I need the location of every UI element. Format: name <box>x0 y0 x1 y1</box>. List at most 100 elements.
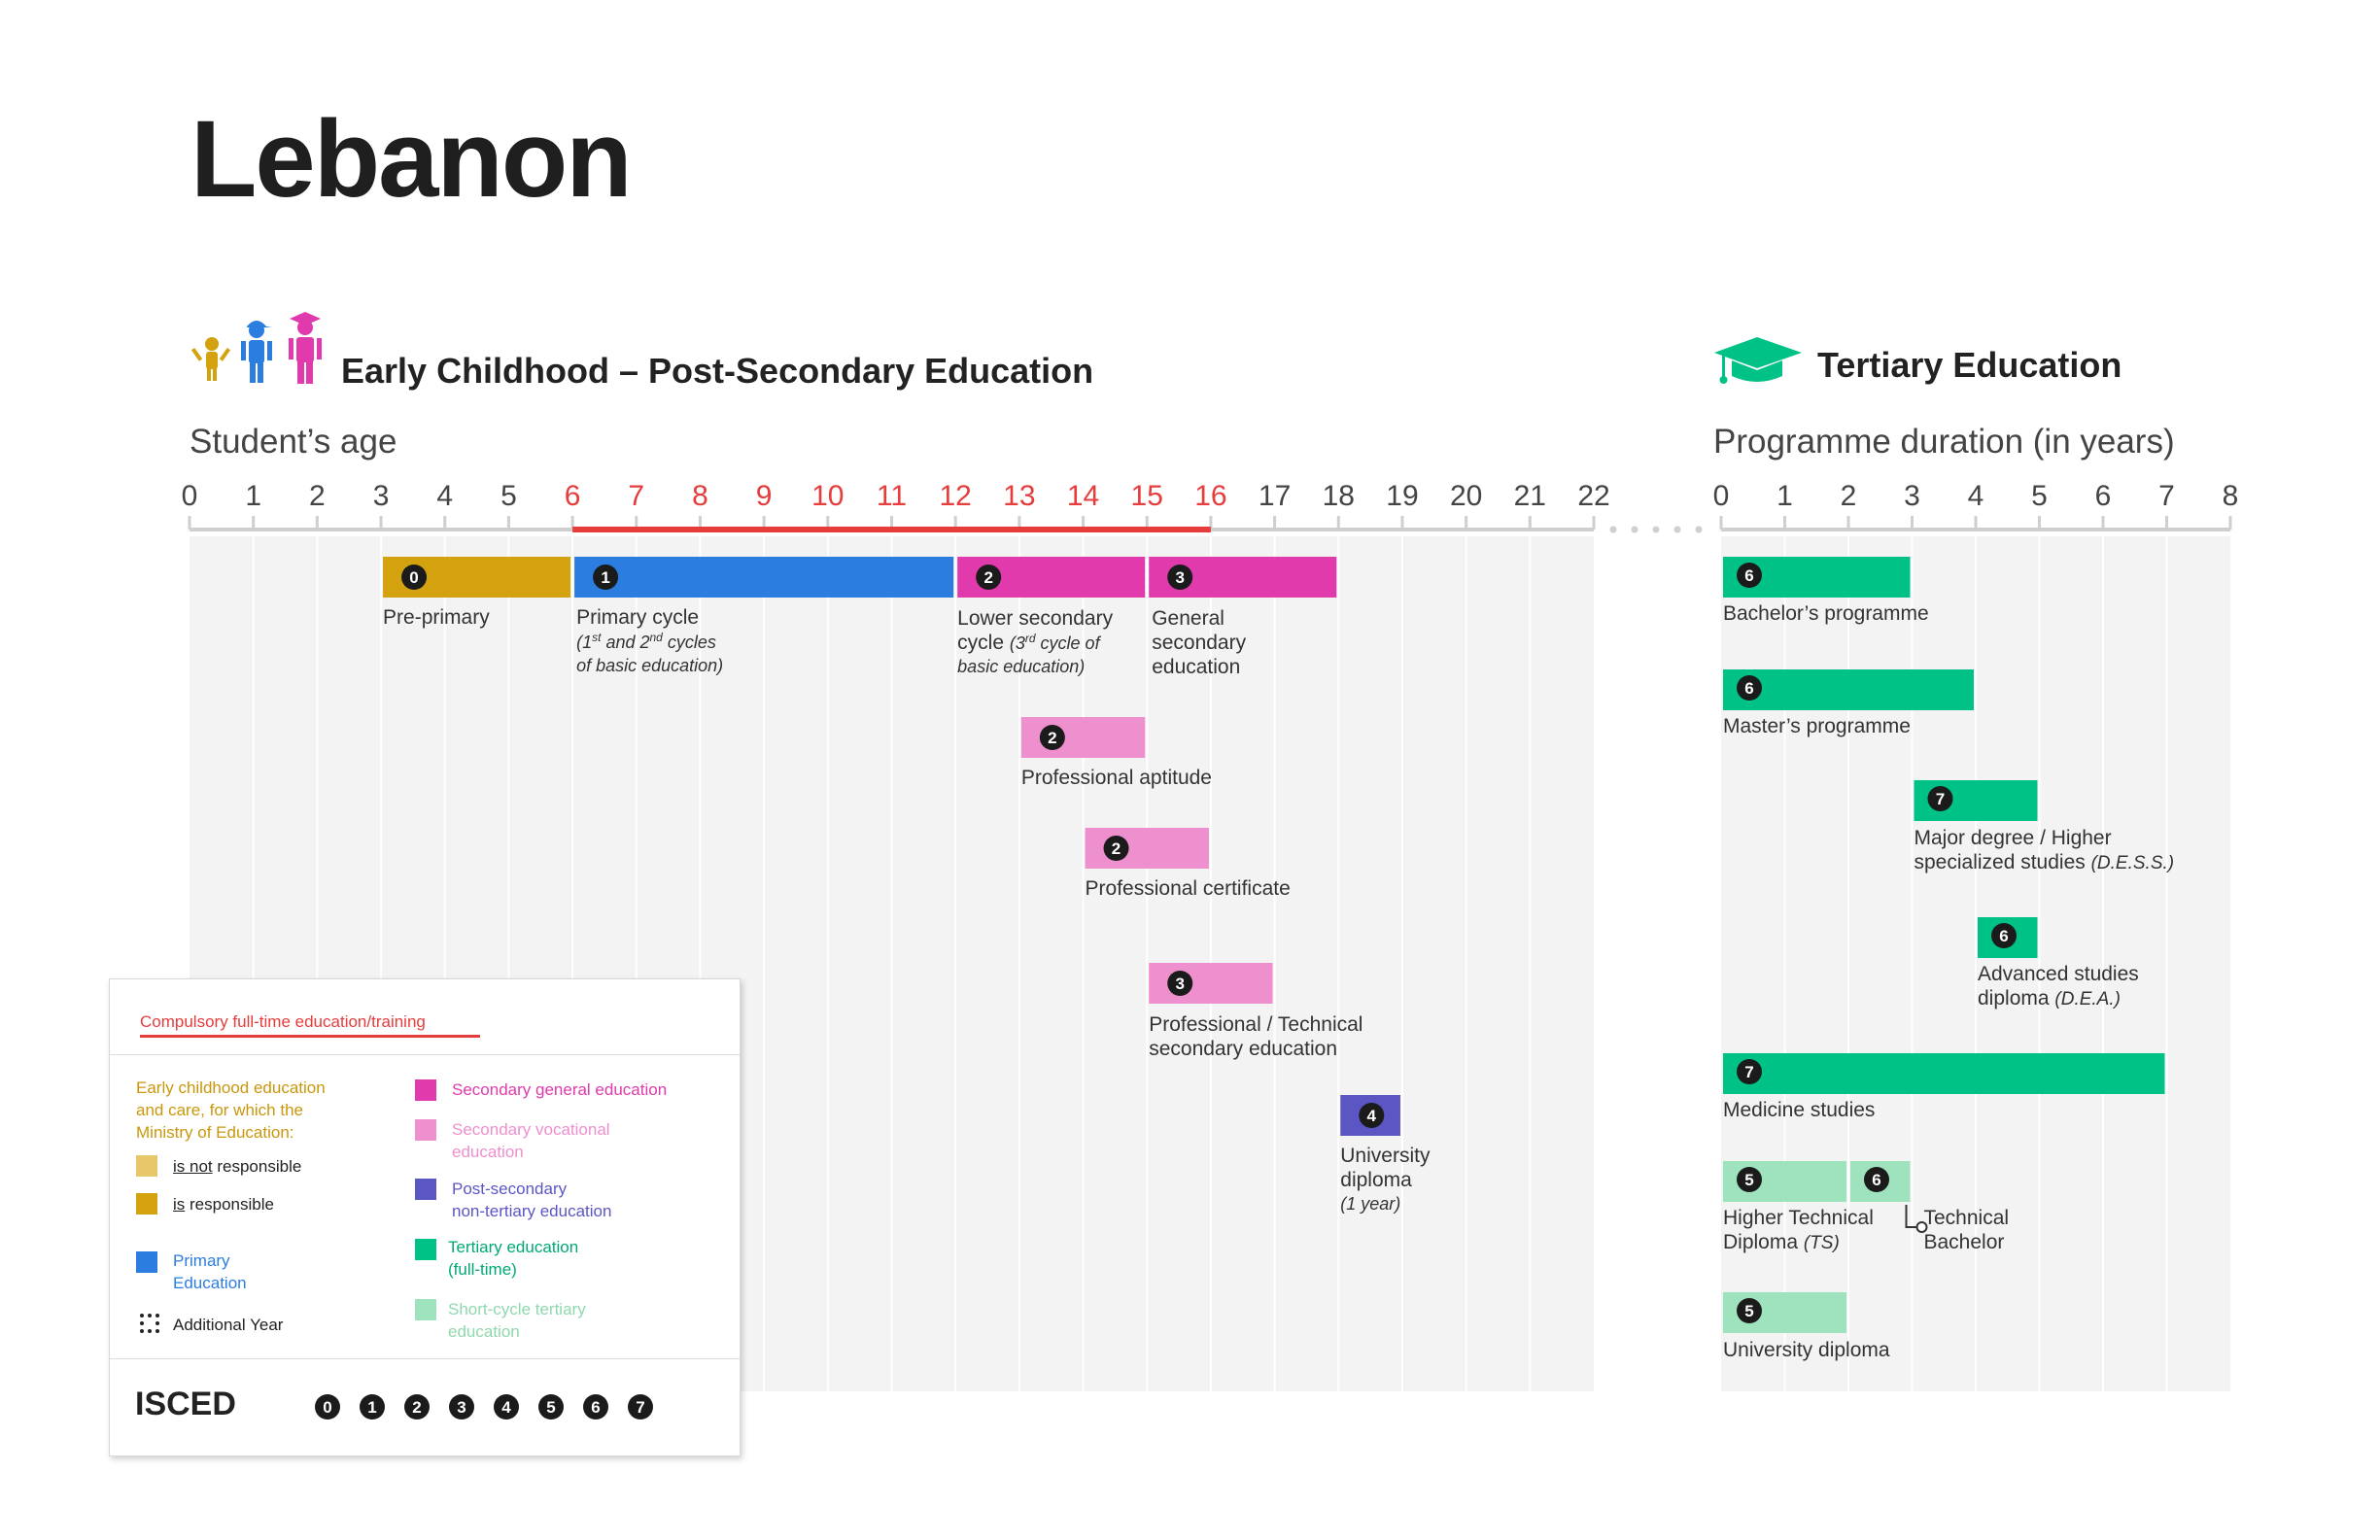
page-title: Lebanon <box>190 98 633 220</box>
legend-compulsory-line <box>140 1035 480 1038</box>
isced-badge-technical-secondary-circle <box>1167 971 1193 996</box>
legend-swatch-not-responsible <box>136 1155 157 1177</box>
isced-badge-master-circle <box>1737 675 1762 701</box>
legend-compulsory-label: Compulsory full-time education/training <box>140 1012 426 1031</box>
tech-bachelor-connector <box>1905 1205 1918 1228</box>
isced-badge-univ-diploma-sc-circle <box>1737 1298 1762 1323</box>
label-professional-certificate: Professional certificate <box>1086 877 1291 900</box>
legend-post-secondary-line2: non-tertiary education <box>452 1202 612 1220</box>
right-tick-label: 4 <box>1968 480 1984 512</box>
left-tick-label: 4 <box>436 480 453 512</box>
legend-ecce-line3: Ministry of Education: <box>136 1123 294 1142</box>
right-tick-label: 2 <box>1841 480 1857 512</box>
legend-swatch-secondary-general <box>415 1079 436 1101</box>
right-tick-label: 6 <box>2095 480 2112 512</box>
legend-isced-3-text: 3 <box>457 1398 466 1417</box>
right-tick-label: 3 <box>1904 480 1920 512</box>
legend-isced-6-circle <box>583 1394 608 1420</box>
legend-isced-5-text: 5 <box>546 1398 555 1417</box>
label-lower-secondary-2: cycle (3rd cycle of <box>957 632 1101 654</box>
legend-isced-badges: 0 1 2 3 4 5 6 7 <box>315 1394 653 1420</box>
label-general-secondary-1: General <box>1152 607 1224 630</box>
label-master: Master’s programme <box>1723 715 1911 737</box>
legend-post-secondary-line1: Post-secondary <box>452 1180 568 1198</box>
right-tick-label: 8 <box>2223 480 2239 512</box>
legend-isced-0-text: 0 <box>323 1398 331 1417</box>
legend-divider-2 <box>110 1358 740 1359</box>
legend-swatch-secondary-vocational <box>415 1119 436 1141</box>
left-tick-label: 10 <box>811 480 844 512</box>
isced-badge-bachelor-text: 6 <box>1744 566 1753 585</box>
legend-secondary-vocational-line1: Secondary vocational <box>452 1120 610 1139</box>
students-icon <box>190 312 322 384</box>
legend-ecce-line2: and care, for which the <box>136 1101 303 1119</box>
legend-isced-2-text: 2 <box>412 1398 421 1417</box>
label-preprimary: Pre-primary <box>383 606 490 629</box>
left-tick-label: 18 <box>1323 480 1355 512</box>
right-tick-label: 7 <box>2158 480 2175 512</box>
legend-tertiary-line2: (full-time) <box>448 1260 517 1279</box>
legend-divider <box>110 1054 740 1055</box>
isced-badge-professional-aptitude-text: 2 <box>1048 729 1056 747</box>
isced-badge-hts-text: 5 <box>1744 1171 1753 1189</box>
isced-badge-general-secondary-text: 3 <box>1175 568 1184 587</box>
legend-tertiary-line1: Tertiary education <box>448 1238 579 1256</box>
isced-badge-master-text: 6 <box>1744 679 1753 698</box>
left-tick-label: 14 <box>1067 480 1099 512</box>
legend-isced-label: ISCED <box>135 1386 236 1422</box>
label-hts-2: Diploma (TS) <box>1723 1231 1840 1253</box>
left-tick-label: 17 <box>1259 480 1291 512</box>
isced-badge-professional-certificate-text: 2 <box>1112 839 1121 858</box>
axis-gap-dot <box>1673 526 1681 533</box>
label-tech-bachelor-2: Bachelor <box>1924 1231 2005 1253</box>
label-dess-2: specialized studies (D.E.S.S.) <box>1914 851 2175 873</box>
left-tick-label: 5 <box>500 480 517 512</box>
right-tick-label: 5 <box>2031 480 2048 512</box>
label-university-diploma-1: University <box>1340 1145 1431 1167</box>
left-tick-label: 11 <box>877 480 907 512</box>
legend-isced-7-text: 7 <box>636 1398 644 1417</box>
isced-badge-dea-text: 6 <box>1999 927 2008 945</box>
legend-short-cycle-line1: Short-cycle tertiary <box>448 1300 586 1318</box>
left-tick-label: 19 <box>1386 480 1418 512</box>
bar-medicine <box>1723 1053 2165 1094</box>
note-primary-2: of basic education) <box>576 656 723 675</box>
left-tick-label: 21 <box>1514 480 1546 512</box>
note-university-diploma: (1 year) <box>1340 1194 1400 1214</box>
isced-badge-university-diploma-1y-text: 4 <box>1367 1107 1377 1125</box>
label-professional-aptitude: Professional aptitude <box>1021 767 1212 789</box>
programme-duration-axis-title: Programme duration (in years) <box>1713 423 2175 461</box>
isced-badge-medicine-text: 7 <box>1744 1063 1753 1081</box>
label-technical-secondary-2: secondary education <box>1149 1038 1337 1060</box>
isced-badge-professional-aptitude-circle <box>1039 725 1065 750</box>
isced-badge-lower-secondary-text: 2 <box>983 568 992 587</box>
tertiary-heading: Tertiary Education <box>1817 345 2122 385</box>
axis-gap-dot <box>1609 526 1617 533</box>
legend-swatch-short-cycle <box>415 1299 436 1320</box>
label-university-diploma-sc: University diploma <box>1723 1339 1890 1361</box>
legend-isced-3-circle <box>449 1394 474 1420</box>
label-primary: Primary cycle <box>576 606 699 629</box>
label-medicine: Medicine studies <box>1723 1099 1875 1121</box>
label-hts-1: Higher Technical <box>1723 1207 1874 1229</box>
label-bachelor: Bachelor’s programme <box>1723 602 1929 625</box>
graduation-cap-icon <box>1714 337 1802 384</box>
label-lower-secondary-1: Lower secondary <box>957 607 1113 630</box>
isced-badge-dea-circle <box>1991 923 2017 948</box>
isced-badge-bachelor-circle <box>1737 563 1762 588</box>
legend-secondary-general: Secondary general education <box>452 1080 668 1099</box>
left-tick-label: 9 <box>756 480 773 512</box>
isced-badge-university-diploma-1y-circle <box>1359 1103 1385 1128</box>
legend-primary-line1: Primary <box>173 1251 230 1270</box>
axis-gap-dot <box>1695 526 1703 533</box>
left-tick-label: 7 <box>628 480 644 512</box>
isced-badge-lower-secondary-circle <box>976 565 1002 590</box>
legend-secondary-vocational-line2: education <box>452 1143 524 1161</box>
label-dess-1: Major degree / Higher <box>1914 827 2112 849</box>
left-tick-label: 2 <box>309 480 326 512</box>
isced-badge-preprimary-text: 0 <box>409 568 418 587</box>
legend-isced-6-text: 6 <box>591 1398 600 1417</box>
isced-badge-preprimary-circle <box>401 565 428 590</box>
legend-responsible: is responsible <box>173 1195 274 1214</box>
